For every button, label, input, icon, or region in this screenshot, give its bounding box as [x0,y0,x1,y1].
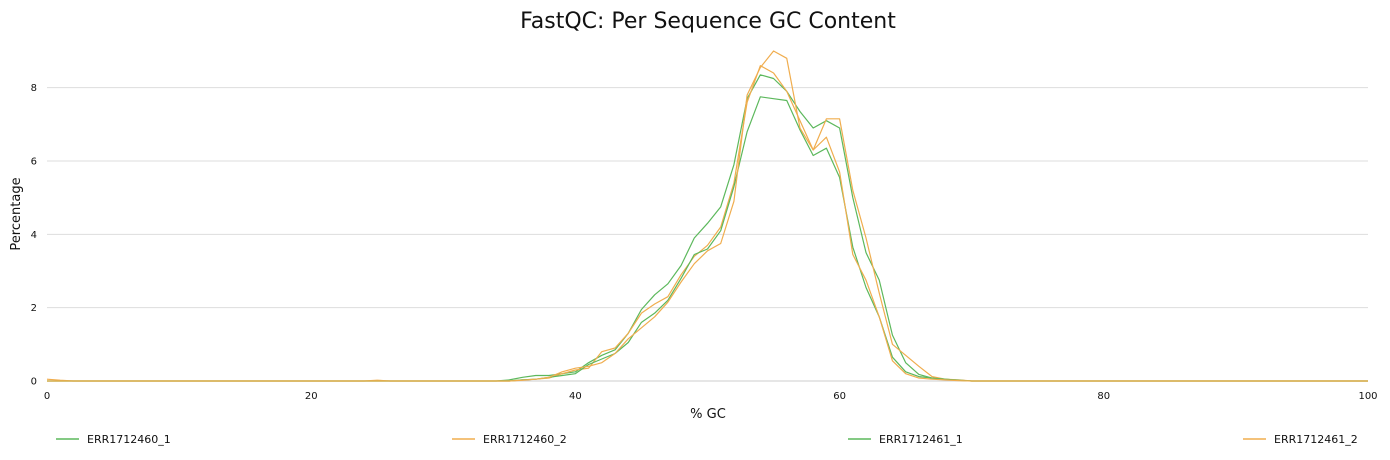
series-line-ERR1712461_2 [47,50,1368,382]
y-tick-label: 6 [31,157,37,168]
x-tick-label: 80 [1097,391,1110,402]
legend-label: ERR1712460_1 [87,433,171,446]
x-tick-label: 0 [44,391,50,402]
y-tick-label: 4 [31,230,37,241]
x-tick-label: 40 [569,391,582,402]
legend: ERR1712460_1 ERR1712460_2 ERR1712461_1 ERR1… [56,433,1358,446]
legend-label: ERR1712461_2 [1274,433,1358,446]
chart-title: FastQC: Per Sequence GC Content [520,9,896,34]
legend-label: ERR1712461_1 [879,433,963,446]
legend-item-ERR1712460_1[interactable]: ERR1712460_1 [56,433,171,446]
series-line-ERR1712461_1 [47,96,1368,382]
x-tick-label: 60 [833,391,846,402]
y-tick-label: 2 [31,303,37,314]
legend-label: ERR1712460_2 [483,433,567,446]
legend-item-ERR1712461_1[interactable]: ERR1712461_1 [848,433,963,446]
x-tick-label: 20 [305,391,318,402]
series-line-ERR1712460_1 [47,74,1368,382]
x-axis-ticks: 0 20 40 60 80 100 [44,391,1378,402]
y-tick-label: 0 [31,377,37,388]
y-axis-ticks: 0 2 4 6 8 [31,83,37,387]
legend-item-ERR1712461_2[interactable]: ERR1712461_2 [1243,433,1358,446]
grid-lines [47,87,1368,382]
legend-item-ERR1712460_2[interactable]: ERR1712460_2 [452,433,567,446]
y-axis-label: Percentage [9,177,24,250]
y-tick-label: 8 [31,83,37,94]
series-lines [46,50,1368,382]
x-tick-label: 100 [1358,391,1377,402]
x-axis-label: % GC [690,407,726,422]
